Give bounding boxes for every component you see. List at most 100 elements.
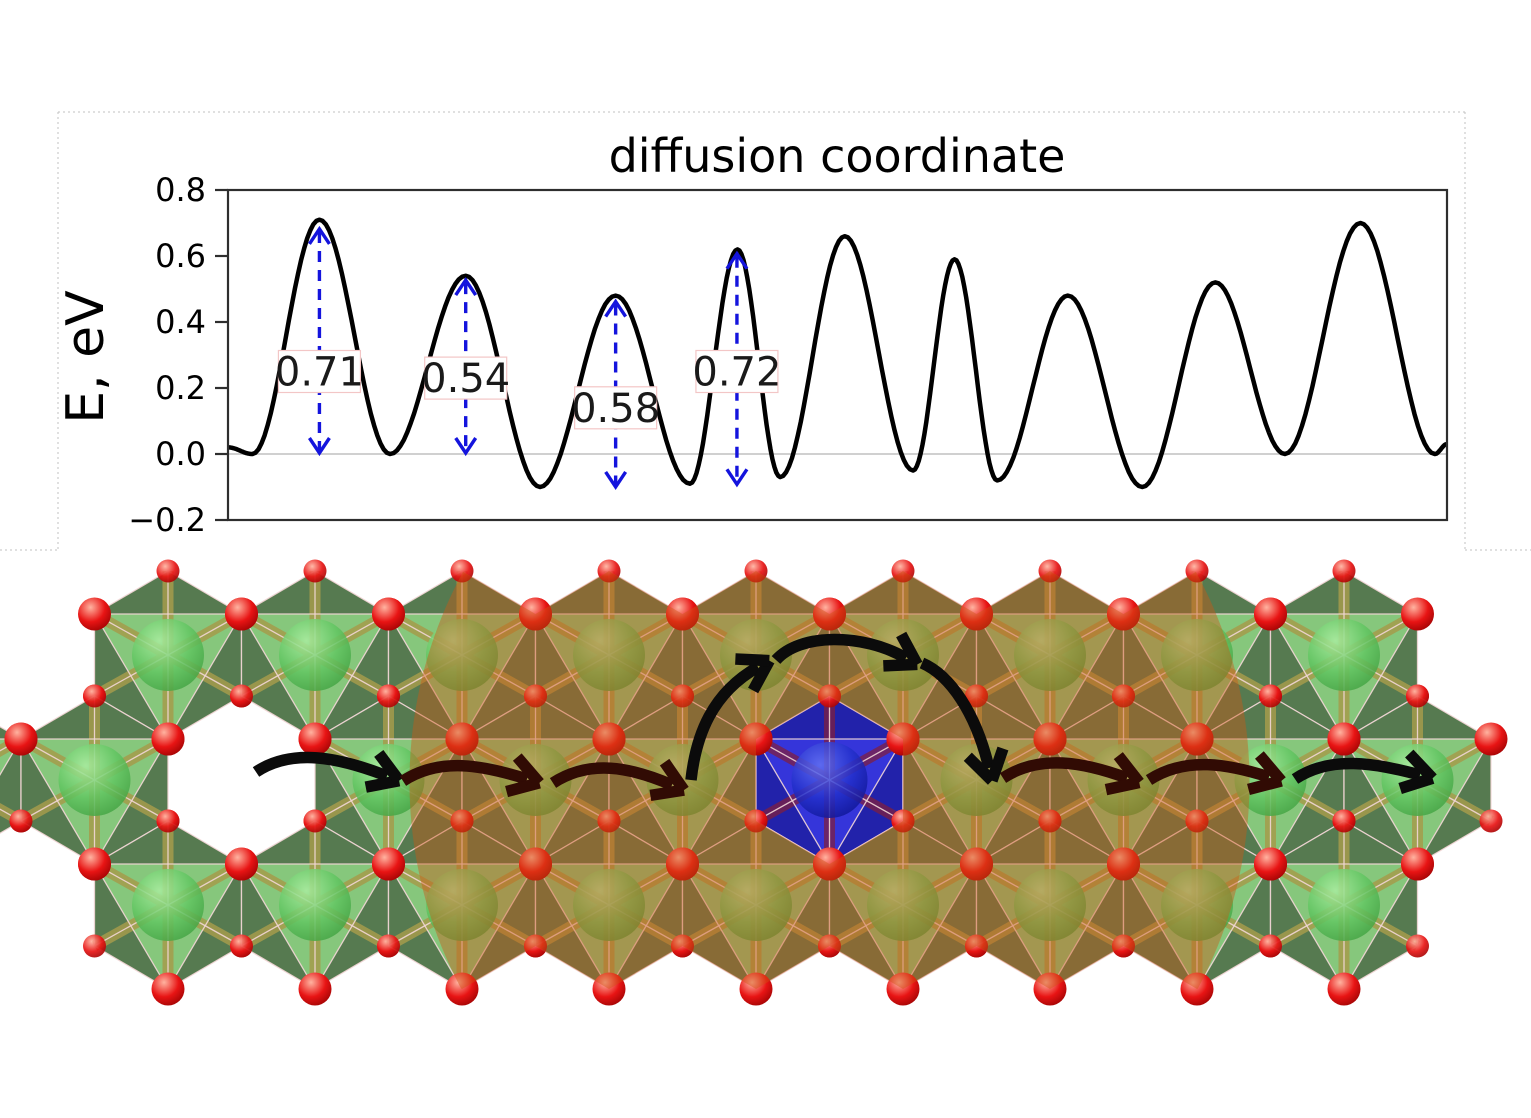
arrowhead-icon xyxy=(1255,751,1286,785)
metal-atom xyxy=(279,869,351,941)
diffusion-path-arrow xyxy=(919,657,1009,785)
oxygen-atom-small xyxy=(744,559,768,583)
metal-atom xyxy=(1308,869,1380,941)
arrowhead-icon xyxy=(374,750,404,785)
metal-atom xyxy=(1308,619,1380,691)
oxygen-atom-small xyxy=(83,684,106,708)
oxygen-atom-large xyxy=(1327,972,1361,1006)
y-tick-label: 0.6 xyxy=(155,237,206,275)
oxygen-atom-small xyxy=(1259,684,1282,708)
front-face-outline xyxy=(828,863,978,991)
y-tick-label: 0.4 xyxy=(155,303,206,341)
octahedron-green xyxy=(1259,809,1429,991)
front-face-outline xyxy=(1195,738,1346,866)
metal-atom xyxy=(279,619,351,691)
surface-oxygen-layer xyxy=(4,597,1508,1006)
oxygen-atom-large xyxy=(445,972,479,1006)
metal-atom xyxy=(720,869,792,941)
front-face-outline xyxy=(1048,738,1199,866)
arrowhead-up-icon xyxy=(454,277,478,297)
oxygen-atom-small xyxy=(377,684,400,708)
octahedron-green xyxy=(1112,809,1282,991)
y-tick-label: 0.2 xyxy=(155,369,206,407)
front-face-outline xyxy=(681,863,831,991)
arrow-shaft xyxy=(999,757,1129,784)
metal-atom xyxy=(1161,869,1233,941)
arrowhead-icon xyxy=(1405,749,1437,783)
oxygen-atom-large xyxy=(739,722,773,756)
front-face-outline xyxy=(534,613,684,741)
front-face-outline xyxy=(460,738,611,866)
front-face-outline xyxy=(975,613,1125,741)
crystal-structure-diagram xyxy=(0,559,1508,1006)
oxygen-atom-small xyxy=(744,809,768,833)
octahedron-green xyxy=(671,809,841,991)
dopant-atom xyxy=(791,742,868,818)
barrier-label-box xyxy=(424,356,508,400)
metal-atom xyxy=(58,744,131,816)
oxygen-atom-large xyxy=(813,847,846,881)
oxygen-atom-small xyxy=(965,684,988,708)
oxygen-atom-small xyxy=(524,934,547,958)
front-face-outline xyxy=(681,613,831,741)
front-face-outline xyxy=(19,738,170,866)
front-face-outline xyxy=(975,863,1125,991)
oxygen-atom-large xyxy=(1401,847,1434,881)
front-face-outline xyxy=(1342,738,1493,866)
arrowhead-icon xyxy=(735,653,770,667)
arrow-shaft xyxy=(1145,758,1271,785)
oxygen-atom-small xyxy=(818,684,841,708)
oxygen-atom-small xyxy=(230,684,253,708)
barrier-annotation: 0.58 xyxy=(571,298,660,491)
oxygen-atom-large xyxy=(592,722,626,756)
front-face-outline xyxy=(754,738,905,866)
oxygen-atom-small xyxy=(1406,684,1429,708)
arrowhead-icon xyxy=(1113,752,1144,786)
metal-atom xyxy=(1014,869,1086,941)
oxygen-atom-small xyxy=(156,559,180,583)
barrier-label: 0.54 xyxy=(421,356,510,402)
oxygen-atom-small xyxy=(524,684,547,708)
arrow-shaft xyxy=(1291,757,1422,784)
y-tick-label: 0.8 xyxy=(155,171,206,209)
arrowhead-icon xyxy=(512,753,544,787)
front-face-outline xyxy=(387,613,537,741)
barrier-annotation: 0.71 xyxy=(275,225,364,457)
diffusion-path-arrow xyxy=(399,753,544,798)
oxygen-atom-small xyxy=(1112,934,1135,958)
front-face-outline xyxy=(93,863,243,991)
oxygen-atom-small xyxy=(450,559,474,583)
metal-atom xyxy=(426,869,498,941)
plot-area: 0.71 0.54 0.58 0.72 0.8 0.6 0.4 0.2 0.0 −0.2 xyxy=(128,171,1449,539)
oxygen-atom-small xyxy=(450,809,474,833)
front-face-outline xyxy=(240,863,390,991)
octahedron-green xyxy=(9,684,180,866)
oxygen-atom-large xyxy=(813,597,846,631)
arrowhead-down-icon xyxy=(308,437,331,457)
front-face-outline xyxy=(1122,613,1272,741)
octahedron-green xyxy=(1112,559,1282,741)
arrowhead-up-icon xyxy=(604,298,628,318)
arrowhead-icon xyxy=(659,758,689,794)
diffusion-path-arrow xyxy=(252,750,404,793)
arrow-shaft xyxy=(771,633,909,665)
diffusion-path-arrow xyxy=(999,752,1144,796)
diffusion-path-arrow xyxy=(1291,749,1437,794)
oxygen-atom-small xyxy=(671,934,694,958)
oxygen-atom-large xyxy=(886,972,920,1006)
barrier-label: 0.71 xyxy=(275,350,364,396)
oxygen-atom-small xyxy=(1112,684,1135,708)
barrier-label-box xyxy=(574,386,658,430)
oxygen-atom-large xyxy=(1107,847,1140,881)
oxygen-atom-large xyxy=(1327,722,1361,756)
octahedron-green xyxy=(1332,684,1503,866)
oxygen-atom-small xyxy=(1332,559,1356,583)
oxygen-atom-small xyxy=(1185,559,1209,583)
oxygen-atom-small xyxy=(156,809,180,833)
arrowhead-down-icon xyxy=(454,437,478,457)
oxygen-atom-small xyxy=(1332,809,1356,833)
oxygen-atom-large xyxy=(1107,597,1140,631)
diffusion-path-layer xyxy=(252,631,1437,802)
arrowhead-icon xyxy=(986,746,1009,783)
